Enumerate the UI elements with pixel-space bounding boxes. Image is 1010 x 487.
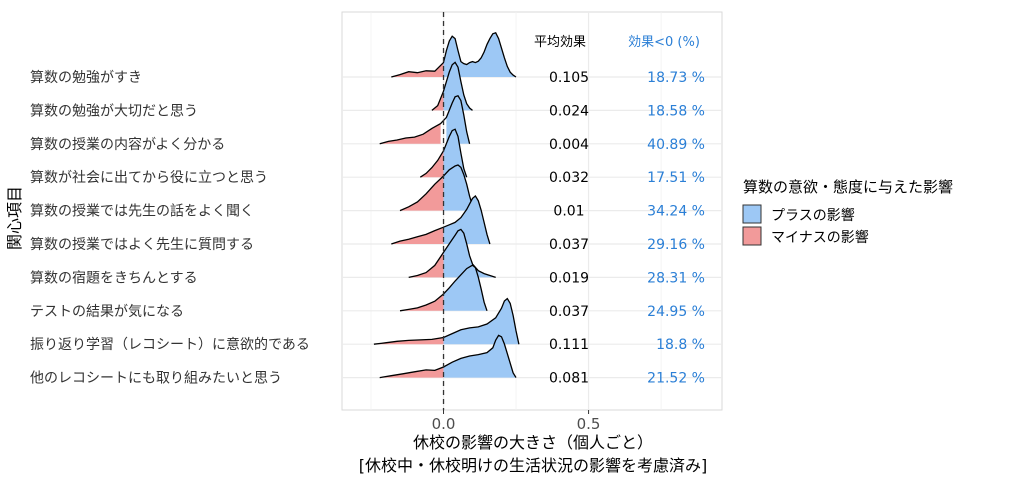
column-header-negative-pct: 効果<0 (%) bbox=[628, 35, 700, 50]
mean-effect-value: 0.019 bbox=[549, 270, 589, 286]
density-ridges bbox=[373, 31, 520, 379]
ridge-outline bbox=[391, 195, 491, 245]
ridge-negative-area bbox=[420, 150, 444, 178]
ridge-outline bbox=[391, 31, 517, 78]
mean-effect-value: 0.004 bbox=[549, 137, 589, 153]
ridge-outline bbox=[431, 61, 473, 111]
mean-effect-value: 0.111 bbox=[549, 337, 589, 353]
mean-effect-value: 0.037 bbox=[549, 237, 589, 253]
ridge-6 bbox=[408, 228, 496, 279]
category-label: 他のレコシートにも取り組みたいと思う bbox=[30, 371, 282, 387]
y-category-labels: 算数の勉強がすき算数の勉強が大切だと思う算数の授業の内容がよく分かる算数が社会に… bbox=[30, 70, 310, 387]
ridge-3 bbox=[419, 128, 468, 178]
legend-title: 算数の意欲・態度に与えた影響 bbox=[743, 178, 953, 196]
ridge-positive-area bbox=[443, 229, 496, 278]
x-axis-title-line1: 休校の影響の大きさ（個人ごと） bbox=[413, 433, 653, 452]
legend-label-negative: マイナスの影響 bbox=[771, 229, 869, 246]
value-columns: 0.105 0.024 0.004 0.032 0.01 0.037 0.019 0.037 0… bbox=[549, 70, 705, 387]
ridge-outline bbox=[399, 264, 488, 312]
ridge-outline bbox=[379, 334, 517, 379]
ridge-outline bbox=[373, 297, 520, 345]
ridge-positive-area bbox=[443, 32, 516, 77]
ridge-positive-area bbox=[443, 298, 519, 345]
mean-effect-value: 0.105 bbox=[549, 70, 589, 86]
ridge-outline bbox=[408, 228, 496, 279]
category-label: 算数の勉強が大切だと思う bbox=[30, 103, 198, 119]
ridge-1 bbox=[431, 61, 473, 111]
category-label: 算数の授業では先生の話をよく聞く bbox=[30, 203, 254, 220]
negative-pct-value: 24.95 % bbox=[647, 304, 705, 320]
ridge-negative-area bbox=[408, 252, 444, 278]
negative-pct-value: 17.51 % bbox=[647, 170, 705, 186]
ridge-positive-area bbox=[443, 62, 473, 111]
legend-swatch-negative bbox=[742, 226, 762, 246]
negative-pct-value: 18.58 % bbox=[647, 103, 705, 119]
ridge-5 bbox=[391, 195, 491, 245]
negative-pct-value: 28.31 % bbox=[647, 270, 705, 286]
category-label: 算数が社会に出てから役に立つと思う bbox=[30, 170, 268, 186]
ridge-8 bbox=[373, 297, 520, 345]
negative-pct-value: 29.16 % bbox=[647, 237, 705, 253]
ridge-0 bbox=[391, 31, 517, 78]
negative-pct-value: 18.73 % bbox=[647, 70, 705, 86]
legend-swatch-positive bbox=[742, 204, 762, 224]
category-label: 算数の宿題をきちんとする bbox=[30, 269, 198, 286]
negative-pct-value: 21.52 % bbox=[647, 371, 705, 387]
ridge-positive-area bbox=[443, 265, 487, 311]
ridge-positive-area bbox=[443, 196, 490, 244]
ridge-negative-area bbox=[431, 91, 444, 111]
mean-effect-value: 0.024 bbox=[549, 103, 589, 119]
ridge-positive-area bbox=[443, 129, 467, 178]
y-axis-title: 関心項目 bbox=[5, 186, 24, 250]
negative-pct-value: 34.24 % bbox=[647, 204, 705, 220]
x-tick-label: 0.0 bbox=[432, 415, 456, 433]
category-label: 振り返り学習（レコシート）に意欲的である bbox=[30, 336, 310, 353]
ridge-negative-area bbox=[391, 227, 444, 244]
mean-effect-value: 0.032 bbox=[549, 170, 589, 186]
x-axis-title-line2: [休校中・休校明けの生活状況の影響を考慮済み] bbox=[359, 456, 708, 475]
category-label: テストの結果が気になる bbox=[30, 304, 184, 320]
ridge-7 bbox=[399, 264, 488, 312]
column-header-mean-effect: 平均効果 bbox=[534, 35, 586, 50]
ridge-negative-area bbox=[400, 294, 444, 311]
ridge-4 bbox=[399, 164, 476, 212]
category-label: 算数の勉強がすき bbox=[30, 70, 142, 86]
ridge-outline bbox=[419, 128, 468, 178]
x-axis-ticks: 0.0 0.5 bbox=[432, 410, 601, 433]
category-label: 算数の授業の内容がよく分かる bbox=[30, 136, 225, 153]
negative-pct-value: 40.89 % bbox=[647, 137, 705, 153]
legend: 算数の意欲・態度に与えた影響 プラスの影響 マイナスの影響 bbox=[742, 178, 953, 246]
mean-effect-value: 0.037 bbox=[549, 304, 589, 320]
ridge-outline bbox=[379, 95, 471, 145]
category-label: 算数の授業ではよく先生に質問する bbox=[30, 237, 254, 253]
ridge-outline bbox=[399, 164, 476, 212]
x-tick-label: 0.5 bbox=[577, 415, 601, 433]
ridge-positive-area bbox=[443, 165, 476, 211]
mean-effect-value: 0.081 bbox=[549, 371, 589, 387]
ridge-positive-area bbox=[443, 335, 516, 378]
ridge-negative-area bbox=[379, 123, 441, 144]
legend-label-positive: プラスの影響 bbox=[771, 207, 855, 224]
ridge-9 bbox=[379, 334, 517, 379]
mean-effect-value: 0.01 bbox=[553, 204, 584, 220]
negative-pct-value: 18.8 % bbox=[656, 337, 705, 353]
ridge-negative-area bbox=[400, 176, 444, 211]
